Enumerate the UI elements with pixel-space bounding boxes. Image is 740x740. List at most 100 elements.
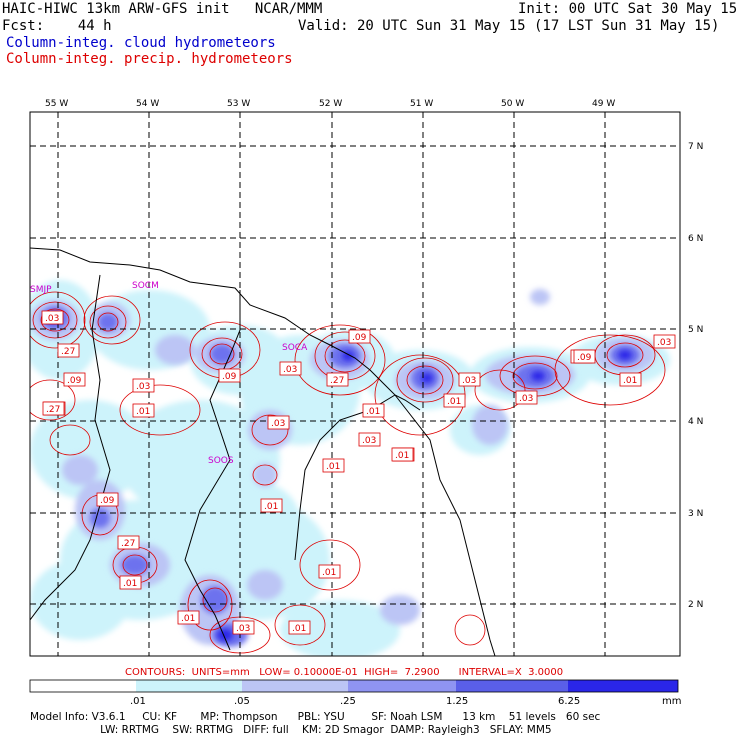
contour-label-box — [63, 372, 86, 387]
contour-label: .01 — [447, 397, 461, 407]
contour-label: .01 — [366, 407, 380, 417]
model-info-line1: Model Info: V3.6.1 CU: KF MP: Thompson P… — [30, 711, 601, 723]
contour-label-box — [42, 401, 65, 416]
contour-label-box — [619, 372, 642, 387]
colorbar-segment — [242, 680, 348, 692]
contour-label: .01 — [181, 614, 195, 624]
colorbar-label: 1.25 — [446, 696, 468, 707]
contour-label: .03 — [283, 365, 297, 375]
lon-label: 54 W — [136, 99, 159, 109]
contour-label: .03 — [236, 624, 250, 634]
colorbar-segment — [348, 680, 456, 692]
contour-label: .03 — [519, 394, 533, 404]
contour-label: .01 — [322, 568, 336, 578]
site-label-smjp: SMJP — [30, 285, 52, 295]
contour-label: .27 — [121, 539, 135, 549]
contour-label-box — [573, 349, 596, 364]
colorbar-segment — [136, 680, 242, 692]
contour-label-box — [458, 372, 481, 387]
model-info-line2: LW: RRTMG SW: RRTMG DIFF: full KM: 2D Sm… — [30, 724, 552, 736]
site-label-soca: SOCA — [282, 343, 308, 353]
fcst-value: 44 h — [77, 18, 112, 34]
lat-label: 4 N — [688, 417, 703, 427]
model-title: HAIC-HIWC 13km ARW-GFS init NCAR/MMM — [2, 1, 323, 17]
contour-label: .09 — [100, 496, 115, 506]
contour-label: .03 — [362, 436, 376, 446]
contour-label-box — [288, 620, 311, 635]
colorbar-segment — [456, 680, 568, 692]
contour-label-box — [443, 393, 466, 408]
lon-label: 55 W — [45, 99, 68, 109]
contour-labels: .03 .27 .09 .01 .03 .01 .09 .09 .03 .27 .03 .01 .03.… — [41, 310, 676, 635]
colorbar-segment — [568, 680, 678, 692]
contour-label-box — [132, 378, 155, 393]
cloud-field-shading — [30, 280, 670, 656]
lat-labels: 7 N 6 N 5 N 4 N 3 N 2 N — [688, 142, 703, 610]
site-label-soos: SOOS — [208, 456, 234, 466]
field-cloud-label: Column-integ. cloud hydrometeors — [6, 35, 276, 51]
colorbar-segment — [30, 680, 136, 692]
contour-label: .27 — [46, 405, 60, 415]
lon-label: 51 W — [410, 99, 433, 109]
forecast-hour: Fcst: 44 h — [2, 18, 112, 34]
colorbar-label: .25 — [340, 696, 356, 707]
contour-label-box — [515, 390, 538, 405]
contour-label-box — [132, 403, 155, 418]
colorbar-units: mm — [662, 696, 681, 707]
lat-label: 3 N — [688, 509, 703, 519]
init-time: Init: 00 UTC Sat 30 May 15 — [518, 1, 738, 17]
contour-label: .27 — [330, 376, 344, 386]
contour-label: .09 — [577, 353, 592, 363]
colorbar-label: .05 — [234, 696, 250, 707]
site-labels: SMJP SOCA SOOS SOCM — [30, 281, 308, 466]
contour-label: .01 — [326, 462, 340, 472]
contour-label-box — [279, 361, 302, 376]
contour-label-box — [318, 564, 341, 579]
valid-time: Valid: 20 UTC Sun 31 May 15 (17 LST Sun … — [298, 18, 720, 34]
contour-label: .03 — [462, 376, 476, 386]
contour-label: .03 — [136, 382, 150, 392]
lon-labels: 55 W 54 W 53 W 52 W 51 W 50 W 49 W — [45, 99, 615, 109]
lon-label: 53 W — [227, 99, 250, 109]
lon-label: 49 W — [592, 99, 615, 109]
contour-label: .09 — [352, 333, 367, 343]
contour-label-box — [218, 368, 241, 383]
contour-label-box — [653, 334, 676, 349]
contour-label-box — [117, 535, 140, 550]
site-label-socm: SOCM — [132, 281, 159, 291]
colorbar: .01 .05 .25 1.25 6.25 mm — [29, 679, 681, 707]
contour-label-box — [57, 343, 80, 358]
lat-lon-grid — [30, 112, 680, 656]
contour-label-box — [232, 620, 255, 635]
contour-label: .01 — [123, 579, 137, 589]
contour-label: .01 — [136, 407, 150, 417]
contours-info: CONTOURS: UNITS=mm LOW= 0.10000E-01 HIGH… — [125, 667, 564, 678]
contour-label: .01 — [292, 624, 306, 634]
colorbar-label: .01 — [130, 696, 146, 707]
contour-label-box — [326, 372, 349, 387]
contour-label: .03 — [657, 338, 671, 348]
contour-label-box — [322, 458, 345, 473]
fcst-label: Fcst: — [2, 18, 45, 34]
map-frame — [29, 111, 681, 657]
lon-label: 50 W — [501, 99, 524, 109]
contour-label-box — [119, 575, 142, 590]
contour-label: .27 — [61, 347, 75, 357]
contour-label-box — [267, 415, 290, 430]
field-precip-label: Column-integ. precip. hydrometeors — [6, 51, 293, 67]
contour-label-box — [391, 447, 414, 462]
contour-label-box — [362, 403, 385, 418]
contour-label: .01 — [395, 451, 409, 461]
lat-label: 2 N — [688, 600, 703, 610]
contour-label-box — [41, 310, 64, 325]
contour-label-box — [348, 329, 371, 344]
contour-label-box — [358, 432, 381, 447]
contour-label: .09 — [222, 372, 237, 382]
lon-label: 52 W — [319, 99, 342, 109]
contour-label: .03 — [45, 314, 59, 324]
contour-label: .01 — [264, 502, 278, 512]
contour-label: .09 — [67, 376, 82, 386]
lat-label: 5 N — [688, 325, 703, 335]
lat-label: 6 N — [688, 234, 703, 244]
